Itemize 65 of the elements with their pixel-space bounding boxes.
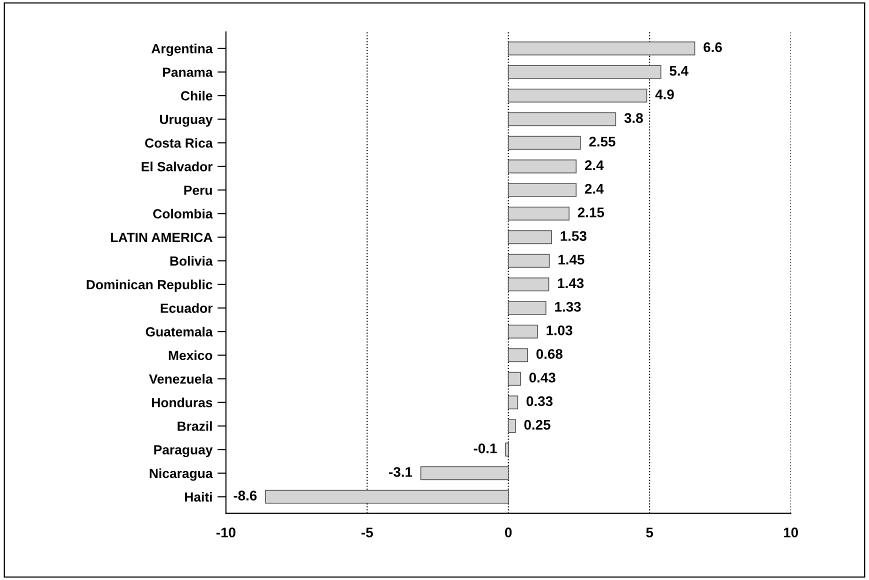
y-tick-label: Honduras bbox=[152, 398, 212, 408]
bar bbox=[508, 160, 577, 174]
data-label: 1.33 bbox=[555, 302, 581, 312]
data-label: 1.03 bbox=[546, 325, 572, 336]
y-tick-label: Nicaragua bbox=[150, 468, 213, 481]
bar bbox=[508, 324, 538, 339]
data-label: -8.6 bbox=[234, 490, 257, 501]
bar bbox=[508, 206, 570, 221]
data-label: 1.45 bbox=[558, 254, 584, 265]
y-tick-label: Colombia bbox=[153, 208, 213, 219]
bar bbox=[420, 466, 509, 480]
x-tick-label: 0 bbox=[505, 528, 512, 538]
bar bbox=[508, 183, 577, 197]
bar bbox=[505, 442, 509, 456]
y-tick-label: LATIN AMERICA bbox=[111, 232, 212, 242]
data-label: 1.43 bbox=[558, 278, 584, 288]
y-tick-label: Bolivia bbox=[170, 256, 213, 266]
y-tick-label: Ecuador bbox=[160, 303, 213, 313]
data-label: 0.33 bbox=[526, 396, 553, 406]
x-tick-label: 5 bbox=[646, 528, 654, 538]
data-label: 1.53 bbox=[560, 231, 586, 241]
y-tick-label: Costa Rica bbox=[145, 138, 213, 148]
x-tick-label: 10 bbox=[784, 528, 798, 538]
x-tick-label: -10 bbox=[216, 528, 236, 538]
y-tick-label: Chile bbox=[181, 90, 212, 101]
data-label: 2.4 bbox=[584, 160, 604, 170]
bar bbox=[508, 136, 581, 150]
data-label: 0.43 bbox=[529, 372, 556, 383]
y-tick-label: El Salvador bbox=[142, 162, 213, 172]
data-label: 3.8 bbox=[624, 113, 643, 123]
x-tick-label: -5 bbox=[362, 528, 373, 538]
data-label: 2.4 bbox=[584, 184, 604, 194]
bar bbox=[508, 230, 552, 244]
data-label: 0.68 bbox=[536, 349, 563, 359]
y-tick-label: Panama bbox=[163, 68, 213, 77]
bar bbox=[508, 395, 518, 410]
bar bbox=[508, 42, 696, 56]
bar bbox=[508, 348, 528, 362]
data-label: 2.55 bbox=[589, 136, 616, 147]
bar bbox=[508, 419, 516, 433]
y-tick-label: Argentina bbox=[152, 44, 213, 56]
y-tick-label: Mexico bbox=[168, 350, 212, 360]
bar bbox=[508, 277, 550, 292]
y-tick-label: Dominican Republic bbox=[86, 280, 212, 292]
y-tick-label: Guatemala bbox=[146, 326, 213, 337]
y-tick-label: Haiti bbox=[185, 492, 212, 502]
data-label: 2.15 bbox=[578, 208, 604, 218]
y-tick-label: Brazil bbox=[178, 421, 212, 431]
data-label: -3.1 bbox=[389, 467, 412, 477]
data-label: 5.4 bbox=[670, 66, 688, 76]
y-tick-label: Peru bbox=[184, 186, 212, 195]
bar bbox=[508, 65, 662, 79]
data-label: 6.6 bbox=[704, 42, 722, 52]
y-tick-label: Paraguay bbox=[154, 445, 213, 458]
data-label: 0.25 bbox=[524, 420, 550, 430]
y-tick-label: Venezuela bbox=[149, 374, 213, 384]
bar bbox=[508, 372, 521, 386]
bar bbox=[508, 301, 546, 315]
data-label: -0.1 bbox=[474, 443, 497, 454]
bar bbox=[508, 254, 550, 268]
bar bbox=[508, 88, 648, 103]
y-tick-label: Uruguay bbox=[160, 114, 213, 127]
bar bbox=[265, 490, 509, 504]
data-label: 4.9 bbox=[655, 90, 674, 100]
bar bbox=[508, 112, 616, 126]
